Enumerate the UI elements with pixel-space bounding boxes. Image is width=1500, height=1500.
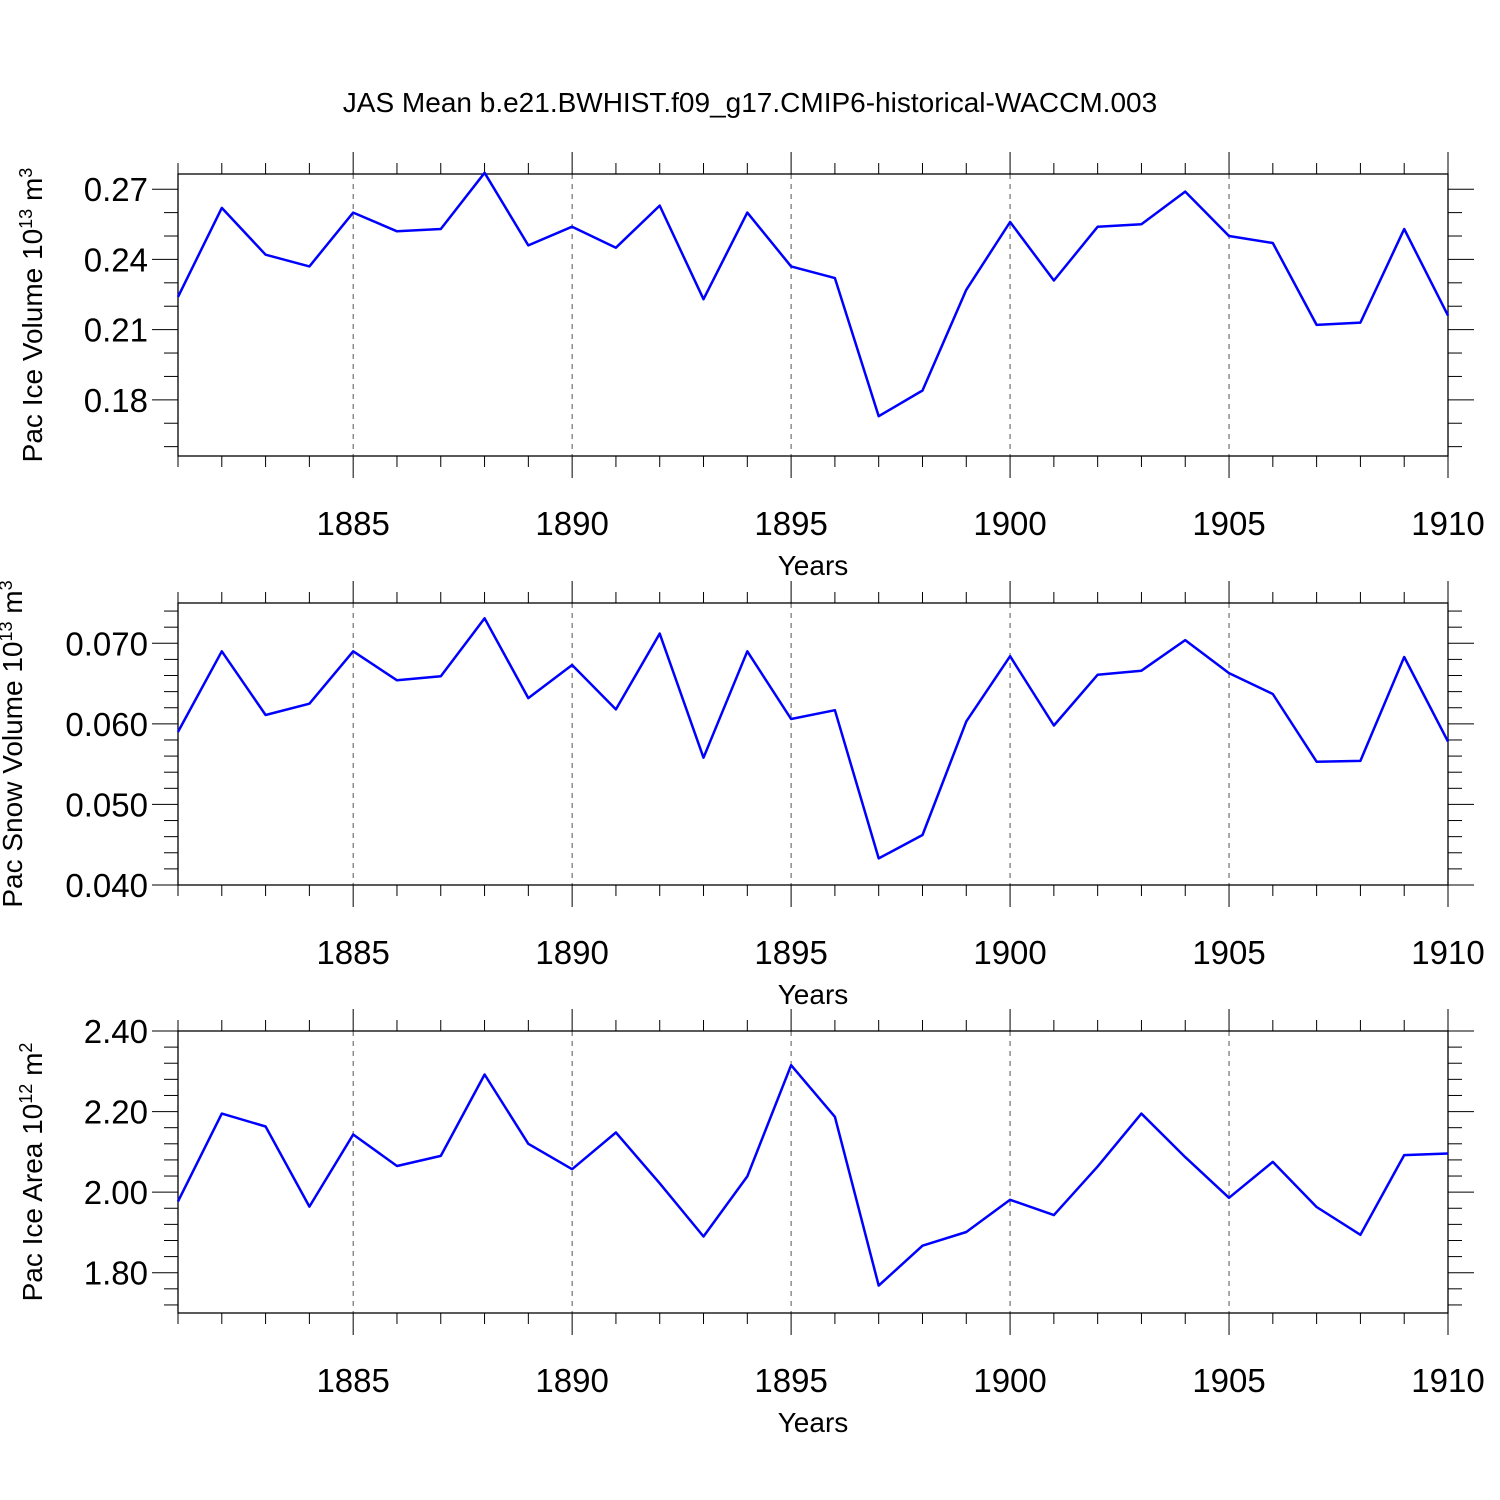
- x-tick-label: 1910: [1411, 934, 1484, 971]
- x-tick-label: 1905: [1192, 1362, 1265, 1399]
- y-tick-label: 0.18: [84, 382, 148, 419]
- y-tick-label: 1.80: [84, 1255, 148, 1292]
- x-tick-label: 1905: [1192, 934, 1265, 971]
- x-axis-label: Years: [778, 1407, 849, 1438]
- y-tick-label: 0.040: [65, 867, 148, 904]
- x-tick-label: 1895: [754, 1362, 827, 1399]
- chart-title: JAS Mean b.e21.BWHIST.f09_g17.CMIP6-hist…: [343, 87, 1157, 118]
- x-tick-label: 1910: [1411, 1362, 1484, 1399]
- y-axis-label: Pac Ice Volume 1013 m3: [16, 168, 48, 463]
- x-tick-label: 1885: [316, 934, 389, 971]
- x-tick-label: 1900: [973, 934, 1046, 971]
- y-tick-label: 2.00: [84, 1174, 148, 1211]
- y-tick-label: 0.050: [65, 786, 148, 823]
- y-tick-label: 0.060: [65, 706, 148, 743]
- chart-panel-2: 0.040 0.050 0.060 0.070 1885 1890 1895 1900 1905…: [0, 580, 1485, 1010]
- y-axis-label: Pac Ice Area 1012 m2: [16, 1043, 48, 1302]
- x-tick-label: 1895: [754, 505, 827, 542]
- plot-frame: [177, 1030, 1449, 1314]
- chart-panel-1: 0.18 0.21 0.24 0.27 1885 1890 1895 1900 1905 1910…: [16, 152, 1485, 581]
- series-line: [176, 617, 1450, 860]
- x-tick-label: 1905: [1192, 505, 1265, 542]
- chart-panel-3: 1.80 2.00 2.20 2.40 1885 1890 1895 1900 1905 1910…: [16, 1009, 1485, 1438]
- y-axis-label: Pac Snow Volume 1013 m3: [0, 580, 28, 907]
- x-tick-label: 1890: [535, 1362, 608, 1399]
- plot-frame: [177, 173, 1449, 457]
- y-tick-label: 0.24: [84, 241, 148, 278]
- y-tick-label: 0.27: [84, 171, 148, 208]
- x-tick-label: 1900: [973, 1362, 1046, 1399]
- series-line: [176, 1063, 1449, 1287]
- x-tick-label: 1895: [754, 934, 827, 971]
- x-axis-label: Years: [778, 550, 849, 581]
- y-tick-label: 2.20: [84, 1094, 148, 1131]
- x-tick-label: 1900: [973, 505, 1046, 542]
- x-axis-label: Years: [778, 979, 849, 1010]
- series-line: [176, 171, 1450, 418]
- x-tick-label: 1890: [535, 934, 608, 971]
- x-tick-label: 1890: [535, 505, 608, 542]
- x-tick-label: 1885: [316, 505, 389, 542]
- plot-frame: [177, 602, 1449, 886]
- y-tick-label: 0.21: [84, 312, 148, 349]
- chart-panels: 0.18 0.21 0.24 0.27 1885 1890 1895 1900 1905 1910…: [0, 152, 1485, 1438]
- y-tick-label: 2.40: [84, 1013, 148, 1050]
- x-tick-label: 1910: [1411, 505, 1484, 542]
- x-tick-label: 1885: [316, 1362, 389, 1399]
- y-tick-label: 0.070: [65, 625, 148, 662]
